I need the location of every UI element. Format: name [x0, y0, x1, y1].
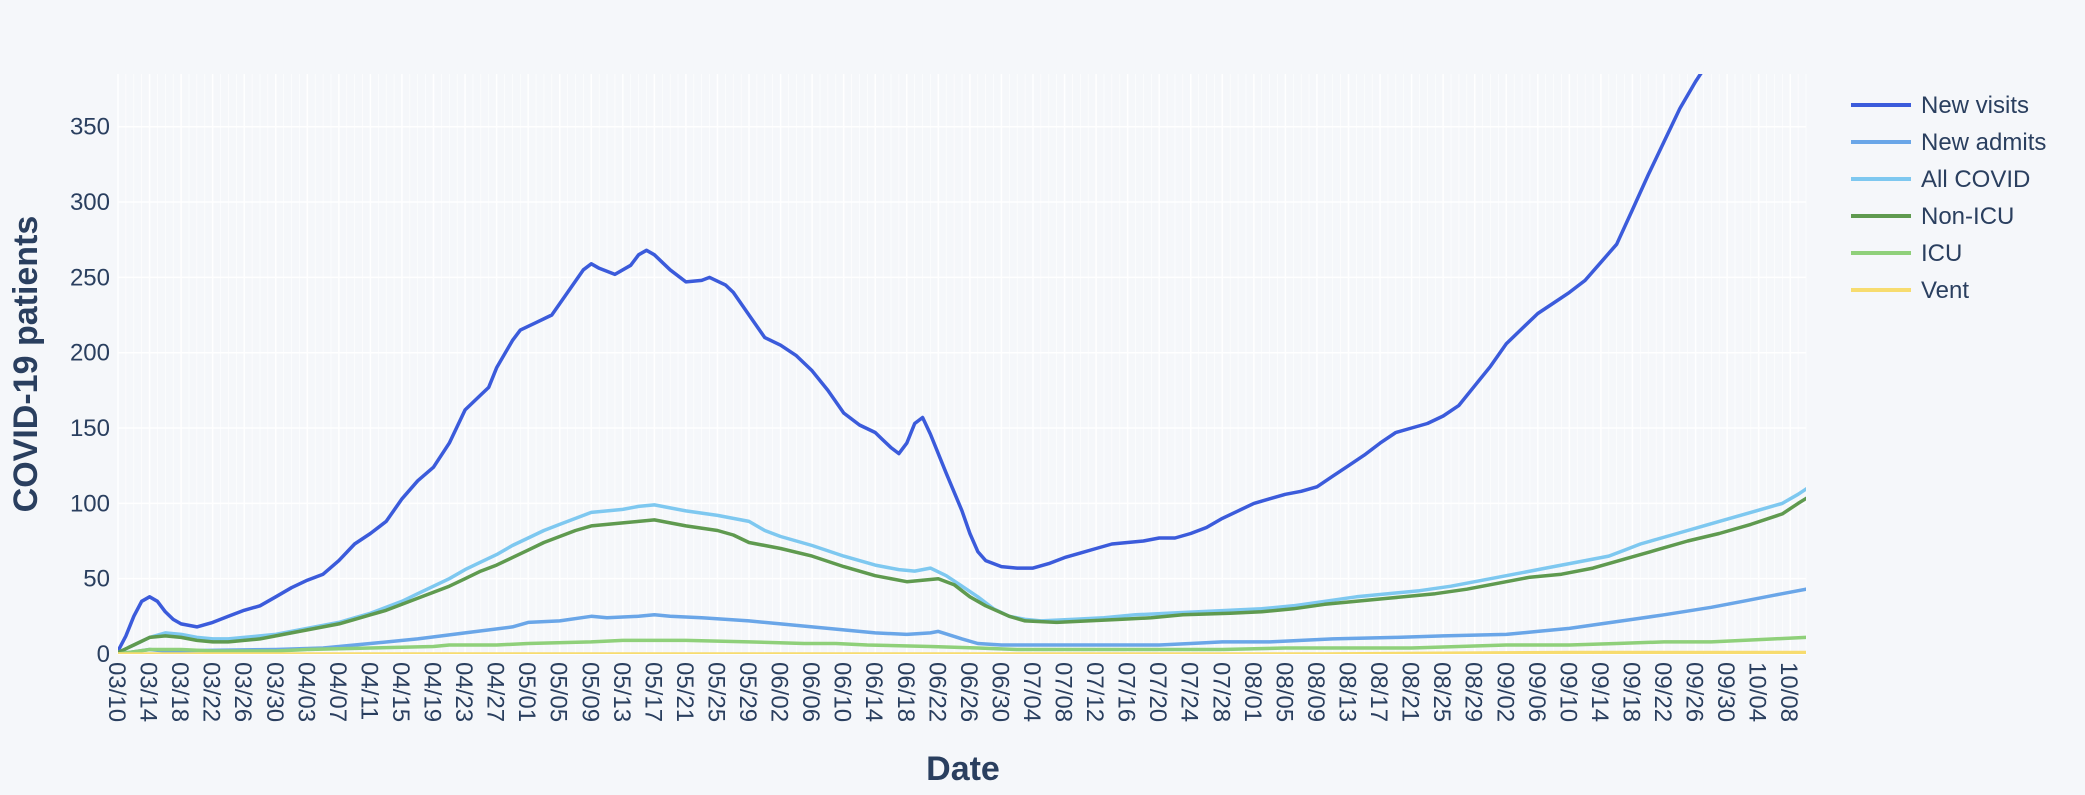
legend-label-vent: Vent	[1921, 277, 1969, 304]
x-tick-label: 08/29	[1460, 662, 1487, 722]
x-tick-label: 06/30	[986, 662, 1013, 722]
x-tick-label: 10/04	[1744, 662, 1771, 722]
x-tick-label: 08/01	[1239, 662, 1266, 722]
y-axis-title: COVID-19 patients	[7, 216, 45, 513]
series-line-new-admits	[118, 587, 1806, 654]
x-tick-label: 06/10	[829, 662, 856, 722]
x-tick-label: 09/18	[1617, 662, 1644, 722]
y-tick-label: 150	[70, 415, 110, 442]
x-tick-label: 04/15	[387, 662, 414, 722]
x-tick-label: 06/22	[923, 662, 950, 722]
x-tick-label: 09/10	[1554, 662, 1581, 722]
x-tick-label: 05/05	[545, 662, 572, 722]
legend-label-icu: ICU	[1921, 240, 1962, 267]
series-lines	[118, 74, 1806, 654]
x-tick-label: 03/22	[198, 662, 225, 722]
x-tick-label: 03/30	[261, 662, 288, 722]
x-tick-label: 03/14	[135, 662, 162, 722]
x-tick-label: 09/22	[1649, 662, 1676, 722]
x-tick-label: 03/26	[229, 662, 256, 722]
y-tick-label: 0	[97, 641, 110, 668]
x-gridlines	[117, 74, 1807, 654]
legend-label-non-icu: Non-ICU	[1921, 203, 2014, 230]
x-tick-label: 08/13	[1334, 662, 1361, 722]
x-tick-label: 07/20	[1144, 662, 1171, 722]
x-tick-label: 09/26	[1681, 662, 1708, 722]
x-tick-label: 08/25	[1428, 662, 1455, 722]
x-tick-label: 07/28	[1207, 662, 1234, 722]
x-tick-label: 06/02	[766, 662, 793, 722]
x-tick-label: 04/19	[419, 662, 446, 722]
x-tick-label: 08/09	[1302, 662, 1329, 722]
x-tick-label: 06/06	[797, 662, 824, 722]
x-tick-label: 06/18	[892, 662, 919, 722]
x-axis-title: Date	[926, 750, 1000, 788]
x-tick-label: 05/01	[513, 662, 540, 722]
x-tick-label: 04/27	[482, 662, 509, 722]
x-tick-label: 09/14	[1586, 662, 1613, 722]
x-tick-label: 07/24	[1176, 662, 1203, 722]
x-tick-label: 04/07	[324, 662, 351, 722]
x-tick-label: 05/09	[576, 662, 603, 722]
x-tick-label: 08/21	[1397, 662, 1424, 722]
y-tick-label: 200	[70, 340, 110, 367]
legend: New visits New admits All COVID Non-ICU ICU V…	[1851, 92, 2046, 304]
x-tick-label: 03/10	[103, 662, 130, 722]
legend-label-new-visits: New visits	[1921, 92, 2029, 119]
x-tick-label: 09/30	[1712, 662, 1739, 722]
x-tick-label: 08/17	[1365, 662, 1392, 722]
x-tick-label: 09/02	[1491, 662, 1518, 722]
series-line-vent	[118, 650, 1806, 654]
series-line-non-icu	[118, 496, 1806, 654]
x-tick-label: 07/04	[1018, 662, 1045, 722]
x-tick-label: 05/21	[671, 662, 698, 722]
x-tick-label: 09/06	[1523, 662, 1550, 722]
series-line-new-visits	[118, 74, 1703, 653]
x-tick-label: 07/08	[1050, 662, 1077, 722]
x-tick-label: 08/05	[1270, 662, 1297, 722]
x-tick-label: 06/26	[955, 662, 982, 722]
y-tick-labels: 0 50 100 150 200 250 300 350	[70, 114, 110, 668]
x-tick-label: 10/08	[1775, 662, 1802, 722]
x-tick-label: 04/23	[450, 662, 477, 722]
x-tick-label: 05/13	[608, 662, 635, 722]
y-tick-label: 100	[70, 490, 110, 517]
x-tick-label: 04/03	[292, 662, 319, 722]
x-tick-labels: 03/10 03/14 03/18 03/22 03/26 03/30 04/03 04/07…	[103, 662, 1802, 722]
legend-label-all-covid: All COVID	[1921, 166, 2030, 193]
legend-label-new-admits: New admits	[1921, 129, 2046, 156]
y-tick-label: 50	[83, 566, 110, 593]
x-tick-label: 03/18	[166, 662, 193, 722]
x-tick-label: 05/29	[734, 662, 761, 722]
x-tick-label: 05/25	[702, 662, 729, 722]
y-tick-label: 350	[70, 114, 110, 141]
x-tick-label: 04/11	[355, 662, 382, 720]
y-tick-label: 250	[70, 264, 110, 291]
x-tick-label: 07/16	[1113, 662, 1140, 722]
x-tick-label: 05/17	[639, 662, 666, 722]
x-tick-label: 07/12	[1081, 662, 1108, 722]
series-line-icu	[118, 635, 1806, 654]
x-tick-label: 06/14	[860, 662, 887, 722]
y-tick-label: 300	[70, 189, 110, 216]
